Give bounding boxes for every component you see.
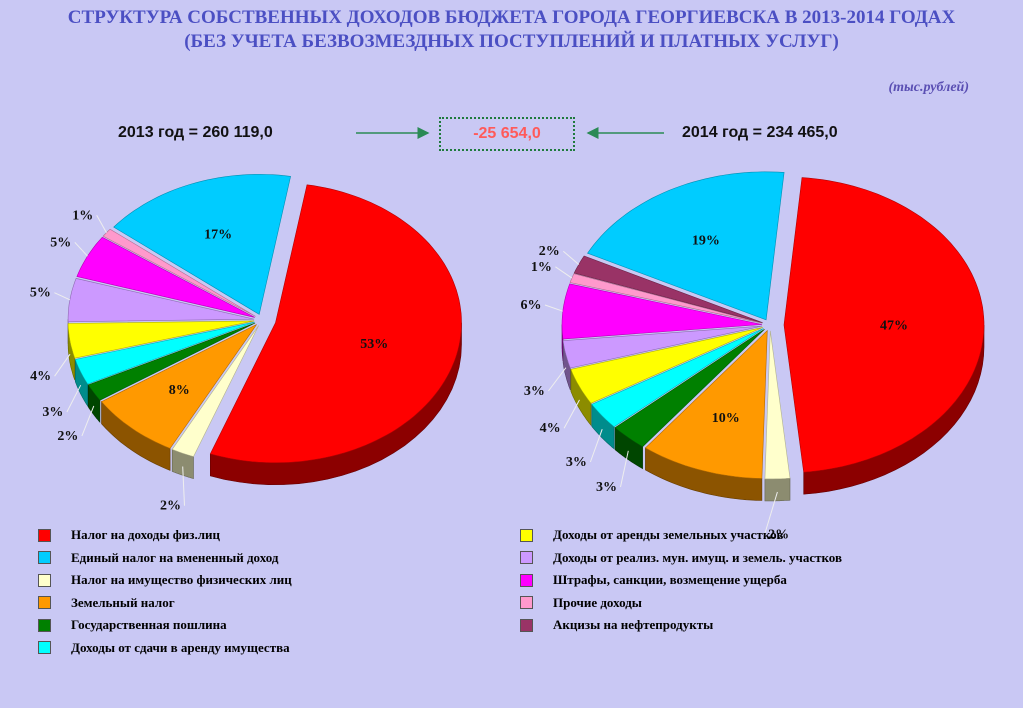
pie-label: 4%	[540, 421, 561, 436]
legend-item-property-sale: Доходы от реализ. мун. имущ. и земель. у…	[520, 547, 842, 570]
leader-line	[562, 250, 580, 265]
legend-swatch	[520, 551, 533, 565]
legend-label: Доходы от аренды земельных участков	[553, 527, 784, 543]
legend-label: Прочие доходы	[553, 594, 642, 610]
pie-2013: 53%2%8%2%3%4%5%5%1%17%	[30, 174, 462, 514]
pie-label: 6%	[521, 298, 542, 313]
pie-slice	[67, 320, 255, 359]
year-2014-total: 2014 год = 234 465,0	[682, 124, 838, 141]
title-line-2: (БЕЗ УЧЕТА БЕЗВОЗМЕЗДНЫХ ПОСТУПЛЕНИЙ И П…	[184, 31, 839, 52]
legend-label: Штрафы, санкции, возмещение ущерба	[553, 572, 787, 588]
difference-box: -25 654,0	[439, 117, 575, 151]
chart-title: СТРУКТУРА СОБСТВЕННЫХ ДОХОДОВ БЮДЖЕТА ГО…	[0, 6, 1023, 54]
legend-label: Акцизы на нефтепродукты	[553, 617, 714, 633]
legend-item-excise: Акцизы на нефтепродукты	[520, 614, 842, 637]
leader-line	[96, 215, 107, 233]
pie-2014: 47%2%10%3%3%4%3%6%1%2%19%	[521, 171, 985, 543]
legend-swatch	[38, 551, 51, 565]
pie-label: 3%	[566, 455, 587, 470]
legend-swatch	[520, 596, 533, 610]
legend-swatch	[38, 528, 51, 542]
pie-label: 3%	[524, 384, 545, 399]
title-line-1: СТРУКТУРА СОБСТВЕННЫХ ДОХОДОВ БЮДЖЕТА ГО…	[67, 7, 956, 28]
pie-label: 3%	[596, 480, 617, 495]
legend-swatch	[520, 618, 533, 632]
legend-swatch	[520, 528, 533, 542]
leader-line	[544, 304, 563, 312]
pie-label: 1%	[72, 208, 93, 223]
pie-slice	[101, 324, 257, 449]
legend-item-property-tax: Налог на имущество физических лиц	[38, 569, 292, 592]
leader-line	[54, 292, 71, 301]
legend-label: Единый налог на вмененный доход	[71, 549, 279, 565]
pie-slice	[113, 174, 291, 315]
legend-label: Государственная пошлина	[71, 617, 227, 633]
legend-right: Доходы от аренды земельных участков Дохо…	[520, 524, 842, 637]
leader-line	[563, 399, 580, 429]
year-2013-total: 2013 год = 260 119,0	[118, 124, 273, 141]
pie-label: 5%	[50, 235, 71, 250]
pie-label: 8%	[169, 383, 190, 398]
pie-label: 2%	[539, 244, 560, 259]
leader-line	[548, 367, 567, 392]
leader-line	[620, 450, 629, 488]
pie-slice	[562, 325, 763, 369]
pie-label: 17%	[204, 227, 232, 242]
leader-line	[81, 405, 95, 437]
leader-line	[182, 466, 185, 506]
legend-label: Земельный налог	[71, 594, 175, 610]
pie-label: 2%	[768, 528, 789, 543]
legend-swatch	[38, 641, 51, 655]
pie-slice	[209, 184, 462, 464]
pie-slice	[87, 322, 256, 401]
pie-label: 53%	[360, 337, 388, 352]
pie-slice	[764, 330, 791, 480]
pie-label: 1%	[531, 260, 552, 275]
legend-left: Налог на доходы физ.лиц Единый налог на …	[38, 524, 292, 659]
pie-slice	[783, 177, 985, 473]
pie-label: 2%	[160, 499, 181, 514]
legend-label: Доходы от реализ. мун. имущ. и земель. у…	[553, 549, 843, 565]
legend-label: Налог на имущество физических лиц	[71, 572, 292, 588]
pie-label: 19%	[692, 234, 720, 249]
leader-line	[589, 429, 603, 463]
legend-swatch	[38, 618, 51, 632]
leader-line	[66, 384, 82, 413]
legend-item-ndfl: Налог на доходы физ.лиц	[38, 524, 292, 547]
pie-label: 5%	[30, 286, 51, 301]
units-label: (тыс.рублей)	[888, 80, 970, 95]
leader-line	[764, 491, 778, 535]
legend-item-envd: Единый налог на вмененный доход	[38, 547, 292, 570]
pie-slice	[591, 328, 764, 428]
leader-line	[54, 353, 71, 377]
legend-item-fines: Штрафы, санкции, возмещение ущерба	[520, 569, 842, 592]
pie-slice	[587, 171, 785, 321]
pie-slice	[644, 329, 768, 479]
legend-item-land-tax: Земельный налог	[38, 592, 292, 615]
legend-item-state-duty: Государственная пошлина	[38, 614, 292, 637]
pie-label: 2%	[57, 429, 78, 444]
pie-slice	[171, 325, 259, 457]
legend-item-land-rent: Доходы от аренды земельных участков	[520, 524, 842, 547]
legend-label: Налог на доходы физ.лиц	[71, 527, 221, 543]
legend-label: Доходы от сдачи в аренду имущества	[71, 639, 290, 655]
legend-item-property-rent: Доходы от сдачи в аренду имущества	[38, 637, 292, 660]
pie-label: 10%	[712, 411, 740, 426]
leader-line	[555, 266, 573, 279]
pie-label: 47%	[880, 319, 908, 334]
legend-swatch	[520, 573, 533, 587]
legend-swatch	[38, 596, 51, 610]
pie-slice	[570, 327, 763, 404]
pie-slice-side	[764, 477, 791, 502]
pie-label: 4%	[30, 369, 51, 384]
legend-item-other: Прочие доходы	[520, 592, 842, 615]
leader-line	[74, 241, 88, 257]
legend-swatch	[38, 573, 51, 587]
pie-label: 3%	[42, 405, 63, 420]
pie-slice	[614, 329, 765, 448]
pie-slice	[74, 321, 255, 385]
